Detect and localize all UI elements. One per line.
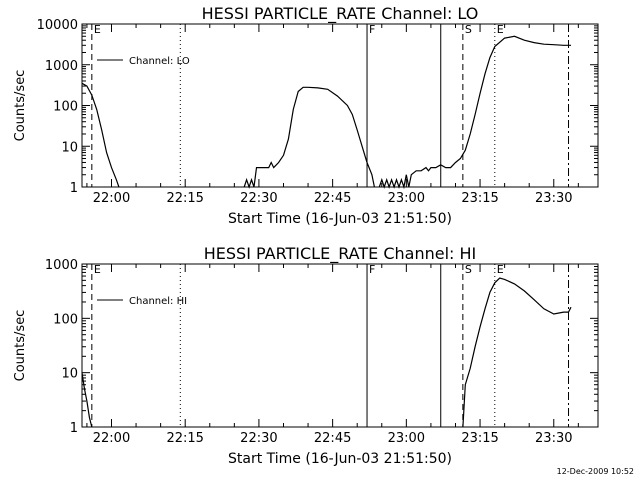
y-tick-label: 100 bbox=[53, 312, 78, 327]
y-tick-label: 10 bbox=[61, 140, 78, 155]
legend-label-lo: Channel: LO bbox=[129, 56, 190, 67]
y-axis-label: Counts/sec bbox=[13, 70, 28, 142]
y-tick-label: 10 bbox=[61, 367, 78, 382]
event-marker-label: E bbox=[94, 23, 101, 36]
event-marker-label: S bbox=[465, 23, 472, 36]
series-line-hi bbox=[81, 372, 93, 428]
x-tick-label: 23:00 bbox=[388, 191, 425, 206]
event-marker-label: F bbox=[369, 23, 375, 36]
y-tick-label: 1 bbox=[70, 181, 78, 196]
plot-frame-hi bbox=[81, 263, 599, 428]
y-tick-label: 1 bbox=[70, 421, 78, 436]
x-tick-label: 22:00 bbox=[93, 431, 130, 446]
series-line-lo bbox=[243, 86, 375, 189]
x-tick-label: 22:15 bbox=[166, 191, 203, 206]
series-line-hi bbox=[462, 277, 572, 428]
x-tick-label: 22:15 bbox=[166, 431, 203, 446]
x-tick-label: 22:30 bbox=[240, 191, 277, 206]
x-tick-label: 22:45 bbox=[314, 431, 351, 446]
chart-title-hi: HESSI PARTICLE_RATE Channel: HI bbox=[204, 244, 477, 264]
plot-frame-lo bbox=[81, 23, 599, 188]
y-tick-label: 1000 bbox=[45, 258, 78, 273]
y-tick-label: 100 bbox=[53, 100, 78, 115]
x-axis-label: Start Time (16-Jun-03 21:51:50) bbox=[228, 211, 452, 227]
x-tick-label: 23:15 bbox=[461, 191, 498, 206]
x-tick-label: 22:45 bbox=[314, 191, 351, 206]
series-line-lo bbox=[378, 35, 571, 190]
x-tick-label: 23:30 bbox=[535, 431, 572, 446]
chart-title-lo: HESSI PARTICLE_RATE Channel: LO bbox=[202, 4, 479, 24]
x-tick-label: 22:30 bbox=[240, 431, 277, 446]
date-stamp: 12-Dec-2009 10:52 bbox=[556, 467, 634, 476]
event-marker-label: E bbox=[497, 23, 504, 36]
event-marker-label: E bbox=[94, 263, 101, 276]
legend-label-hi: Channel: HI bbox=[129, 296, 187, 307]
x-tick-label: 23:30 bbox=[535, 191, 572, 206]
x-tick-label: 23:15 bbox=[461, 431, 498, 446]
x-tick-label: 22:00 bbox=[93, 191, 130, 206]
x-tick-label: 23:00 bbox=[388, 431, 425, 446]
y-axis-label: Counts/sec bbox=[13, 310, 28, 382]
series-line-lo bbox=[81, 82, 120, 188]
y-tick-label: 1000 bbox=[45, 59, 78, 74]
event-marker-label: F bbox=[369, 263, 375, 276]
event-marker-label: E bbox=[497, 263, 504, 276]
x-axis-label: Start Time (16-Jun-03 21:51:50) bbox=[228, 451, 452, 467]
y-tick-label: 10000 bbox=[37, 18, 78, 33]
event-marker-label: S bbox=[465, 263, 472, 276]
